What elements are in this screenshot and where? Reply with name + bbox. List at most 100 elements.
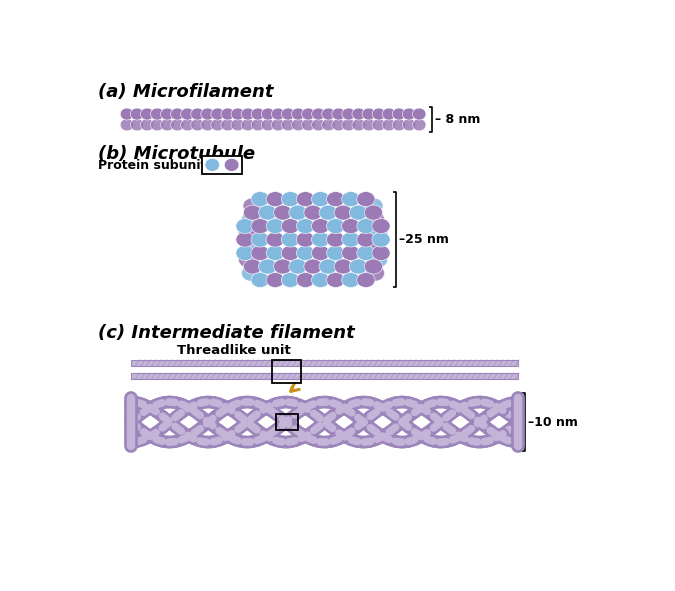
Ellipse shape [296,232,315,247]
Ellipse shape [392,108,406,120]
Ellipse shape [266,272,284,287]
Ellipse shape [236,245,254,261]
Ellipse shape [259,259,277,274]
Ellipse shape [302,108,315,120]
Ellipse shape [364,198,383,214]
Bar [276,414,298,430]
Ellipse shape [289,259,307,274]
Ellipse shape [238,252,258,268]
Ellipse shape [281,245,300,261]
Ellipse shape [362,119,375,131]
Ellipse shape [342,108,356,120]
Ellipse shape [357,245,375,261]
Ellipse shape [364,259,383,274]
Ellipse shape [296,272,315,287]
Ellipse shape [120,108,134,120]
Ellipse shape [289,205,307,220]
Ellipse shape [130,108,144,120]
Ellipse shape [271,119,285,131]
Bar [131,360,518,366]
Ellipse shape [241,119,254,131]
Ellipse shape [332,119,346,131]
Ellipse shape [357,272,375,287]
Ellipse shape [311,245,329,261]
Ellipse shape [364,205,383,220]
Ellipse shape [365,212,385,227]
Text: Threadlike unit: Threadlike unit [178,345,291,358]
Ellipse shape [327,272,345,287]
Ellipse shape [191,108,205,120]
Ellipse shape [281,219,300,233]
Ellipse shape [342,191,360,207]
Ellipse shape [120,119,134,131]
Ellipse shape [412,108,426,120]
Ellipse shape [296,245,315,261]
Ellipse shape [372,108,385,120]
Ellipse shape [181,119,194,131]
Ellipse shape [372,245,390,261]
Ellipse shape [352,108,365,120]
Ellipse shape [271,108,285,120]
Text: (a) Microfilament: (a) Microfilament [99,83,274,101]
Ellipse shape [349,205,367,220]
Ellipse shape [382,108,396,120]
Ellipse shape [281,108,295,120]
Ellipse shape [372,119,385,131]
Ellipse shape [342,219,360,233]
Ellipse shape [334,205,352,220]
Ellipse shape [357,219,375,233]
Ellipse shape [327,219,345,233]
Text: (b) Microtubule: (b) Microtubule [99,145,255,163]
Ellipse shape [161,108,174,120]
Ellipse shape [365,265,385,281]
Ellipse shape [342,272,360,287]
Ellipse shape [205,158,219,171]
Ellipse shape [251,108,265,120]
Ellipse shape [319,259,338,274]
Ellipse shape [334,259,352,274]
Ellipse shape [332,108,346,120]
Bar [202,155,242,174]
Ellipse shape [312,108,325,120]
Text: –25 nm: –25 nm [400,233,450,246]
Ellipse shape [352,119,365,131]
Ellipse shape [201,119,215,131]
Ellipse shape [244,259,262,274]
Text: – 8 nm: – 8 nm [435,113,481,126]
Ellipse shape [402,108,416,120]
Ellipse shape [251,245,269,261]
Ellipse shape [322,108,335,120]
Ellipse shape [151,108,164,120]
Ellipse shape [251,191,269,207]
Ellipse shape [281,191,300,207]
Ellipse shape [236,232,254,247]
Ellipse shape [251,119,265,131]
Ellipse shape [221,108,234,120]
Ellipse shape [382,119,396,131]
Ellipse shape [369,225,387,241]
Ellipse shape [392,119,406,131]
Ellipse shape [244,205,262,220]
Ellipse shape [357,191,375,207]
Ellipse shape [266,219,284,233]
Ellipse shape [369,252,387,268]
Ellipse shape [412,119,426,131]
Ellipse shape [201,108,215,120]
Ellipse shape [327,232,345,247]
Ellipse shape [273,259,292,274]
Ellipse shape [242,238,261,254]
Ellipse shape [266,245,284,261]
Ellipse shape [251,272,269,287]
Ellipse shape [241,108,254,120]
Ellipse shape [319,205,338,220]
Ellipse shape [140,108,154,120]
Ellipse shape [362,108,375,120]
Text: –10 nm: –10 nm [528,415,578,428]
Ellipse shape [171,119,184,131]
Ellipse shape [266,191,284,207]
Ellipse shape [181,108,194,120]
Ellipse shape [372,219,390,233]
Ellipse shape [296,219,315,233]
Ellipse shape [273,205,292,220]
Ellipse shape [236,219,254,233]
